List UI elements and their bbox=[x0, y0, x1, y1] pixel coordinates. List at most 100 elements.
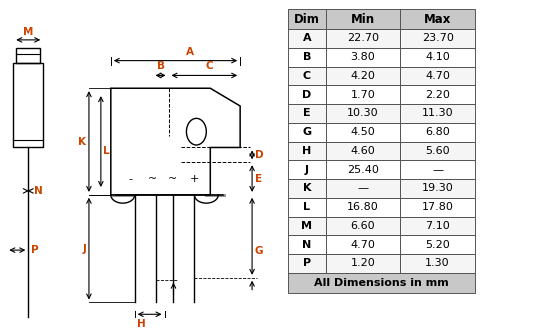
Text: 4.60: 4.60 bbox=[351, 146, 375, 156]
Bar bbox=[326, 9, 400, 29]
Bar bbox=[400, 123, 475, 142]
Text: M: M bbox=[301, 221, 313, 231]
Bar bbox=[288, 254, 326, 273]
Bar bbox=[400, 179, 475, 198]
Bar bbox=[326, 216, 400, 235]
Text: C: C bbox=[303, 71, 311, 81]
Text: E: E bbox=[303, 109, 310, 119]
Bar bbox=[288, 123, 326, 142]
Text: G: G bbox=[254, 246, 263, 256]
Text: 22.70: 22.70 bbox=[347, 33, 379, 43]
Bar bbox=[400, 29, 475, 48]
Bar bbox=[400, 216, 475, 235]
Text: L: L bbox=[303, 202, 310, 212]
Bar bbox=[326, 85, 400, 104]
Bar bbox=[400, 29, 475, 48]
Bar bbox=[288, 160, 326, 179]
Text: H: H bbox=[302, 146, 311, 156]
Text: 17.80: 17.80 bbox=[422, 202, 454, 212]
Text: 6.60: 6.60 bbox=[351, 221, 375, 231]
Text: E: E bbox=[255, 173, 262, 183]
Bar bbox=[326, 179, 400, 198]
Bar bbox=[288, 273, 475, 293]
Bar bbox=[288, 104, 326, 123]
Text: N: N bbox=[34, 186, 42, 196]
Text: Max: Max bbox=[424, 13, 451, 26]
Text: 1.20: 1.20 bbox=[351, 258, 375, 268]
Bar bbox=[288, 235, 326, 254]
Text: 2.20: 2.20 bbox=[425, 90, 450, 100]
Bar bbox=[288, 85, 326, 104]
Bar bbox=[326, 198, 400, 216]
Text: +: + bbox=[190, 174, 199, 184]
Bar bbox=[400, 198, 475, 216]
Bar bbox=[288, 9, 326, 29]
Text: 4.70: 4.70 bbox=[351, 240, 375, 250]
Text: —: — bbox=[358, 183, 368, 193]
Bar bbox=[326, 198, 400, 216]
Text: 1.30: 1.30 bbox=[425, 258, 450, 268]
Bar bbox=[326, 160, 400, 179]
Bar bbox=[326, 104, 400, 123]
Bar bbox=[288, 142, 326, 160]
Bar bbox=[400, 160, 475, 179]
Text: J: J bbox=[82, 244, 86, 254]
Bar bbox=[400, 254, 475, 273]
Text: 11.30: 11.30 bbox=[422, 109, 453, 119]
Bar bbox=[326, 29, 400, 48]
Bar bbox=[16, 48, 40, 63]
Text: K: K bbox=[78, 137, 86, 147]
Text: N: N bbox=[302, 240, 311, 250]
Text: 23.70: 23.70 bbox=[422, 33, 454, 43]
Bar bbox=[288, 235, 326, 254]
Bar bbox=[288, 160, 326, 179]
Bar bbox=[326, 142, 400, 160]
Text: 7.10: 7.10 bbox=[425, 221, 450, 231]
Bar bbox=[326, 48, 400, 67]
Bar bbox=[326, 85, 400, 104]
Text: H: H bbox=[137, 319, 146, 329]
Text: L: L bbox=[103, 147, 110, 157]
Text: D: D bbox=[302, 90, 311, 100]
Bar bbox=[288, 48, 326, 67]
Text: 10.30: 10.30 bbox=[347, 109, 379, 119]
Text: J: J bbox=[305, 165, 309, 175]
Bar bbox=[400, 142, 475, 160]
Bar bbox=[326, 123, 400, 142]
Text: 4.10: 4.10 bbox=[425, 52, 450, 62]
Text: Min: Min bbox=[351, 13, 375, 26]
Bar bbox=[288, 198, 326, 216]
Bar bbox=[326, 254, 400, 273]
Bar bbox=[400, 9, 475, 29]
Text: D: D bbox=[255, 150, 264, 160]
Text: ~: ~ bbox=[148, 174, 157, 184]
Bar bbox=[288, 179, 326, 198]
Bar bbox=[326, 67, 400, 85]
Text: 5.60: 5.60 bbox=[425, 146, 450, 156]
Text: A: A bbox=[186, 47, 194, 57]
Text: P: P bbox=[303, 258, 311, 268]
Bar bbox=[288, 48, 326, 67]
Bar bbox=[326, 235, 400, 254]
Bar bbox=[326, 216, 400, 235]
Bar bbox=[288, 9, 326, 29]
Text: P: P bbox=[31, 245, 39, 255]
Text: Dim: Dim bbox=[294, 13, 320, 26]
Bar bbox=[326, 29, 400, 48]
Bar bbox=[326, 123, 400, 142]
Bar bbox=[400, 48, 475, 67]
Text: 4.20: 4.20 bbox=[351, 71, 375, 81]
Bar bbox=[288, 273, 475, 293]
Bar bbox=[288, 123, 326, 142]
Bar bbox=[288, 29, 326, 48]
Text: ~: ~ bbox=[168, 174, 177, 184]
Text: G: G bbox=[302, 127, 311, 137]
Text: 25.40: 25.40 bbox=[347, 165, 379, 175]
Bar bbox=[400, 198, 475, 216]
Text: 1.70: 1.70 bbox=[351, 90, 375, 100]
Bar bbox=[326, 48, 400, 67]
Bar bbox=[400, 67, 475, 85]
Text: 6.80: 6.80 bbox=[425, 127, 450, 137]
Bar bbox=[326, 254, 400, 273]
Bar bbox=[288, 67, 326, 85]
